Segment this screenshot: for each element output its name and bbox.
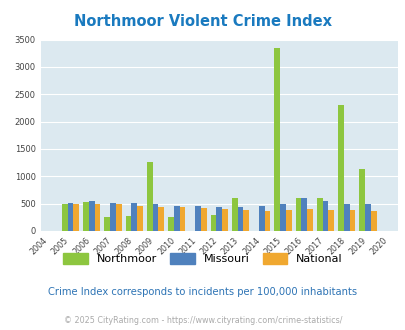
- Bar: [131, 203, 137, 231]
- Bar: [200, 208, 206, 231]
- Bar: [62, 204, 67, 231]
- Legend: Northmoor, Missouri, National: Northmoor, Missouri, National: [59, 248, 346, 268]
- Bar: [316, 198, 322, 231]
- Bar: [301, 198, 307, 231]
- Text: © 2025 CityRating.com - https://www.cityrating.com/crime-statistics/: © 2025 CityRating.com - https://www.city…: [64, 316, 341, 325]
- Bar: [195, 206, 200, 231]
- Bar: [94, 204, 100, 231]
- Bar: [147, 162, 152, 231]
- Bar: [322, 201, 328, 231]
- Text: Crime Index corresponds to incidents per 100,000 inhabitants: Crime Index corresponds to incidents per…: [48, 287, 357, 297]
- Bar: [307, 210, 312, 231]
- Bar: [364, 204, 370, 231]
- Bar: [274, 49, 279, 231]
- Bar: [152, 204, 158, 231]
- Bar: [158, 207, 164, 231]
- Bar: [237, 208, 243, 231]
- Bar: [343, 204, 349, 231]
- Bar: [258, 206, 264, 231]
- Bar: [83, 202, 89, 231]
- Bar: [328, 210, 333, 231]
- Bar: [115, 204, 121, 231]
- Bar: [243, 210, 249, 231]
- Bar: [216, 208, 222, 231]
- Bar: [125, 216, 131, 231]
- Bar: [358, 169, 364, 231]
- Bar: [231, 198, 237, 231]
- Bar: [285, 211, 291, 231]
- Bar: [264, 211, 270, 231]
- Text: Northmoor Violent Crime Index: Northmoor Violent Crime Index: [74, 14, 331, 29]
- Bar: [173, 206, 179, 231]
- Bar: [210, 214, 216, 231]
- Bar: [279, 204, 285, 231]
- Bar: [349, 211, 354, 231]
- Bar: [337, 105, 343, 231]
- Bar: [168, 217, 173, 231]
- Bar: [67, 203, 73, 231]
- Bar: [89, 201, 94, 231]
- Bar: [137, 206, 143, 231]
- Bar: [104, 217, 110, 231]
- Bar: [73, 204, 79, 231]
- Bar: [295, 198, 301, 231]
- Bar: [110, 203, 115, 231]
- Bar: [370, 211, 376, 231]
- Bar: [179, 208, 185, 231]
- Bar: [222, 209, 227, 231]
